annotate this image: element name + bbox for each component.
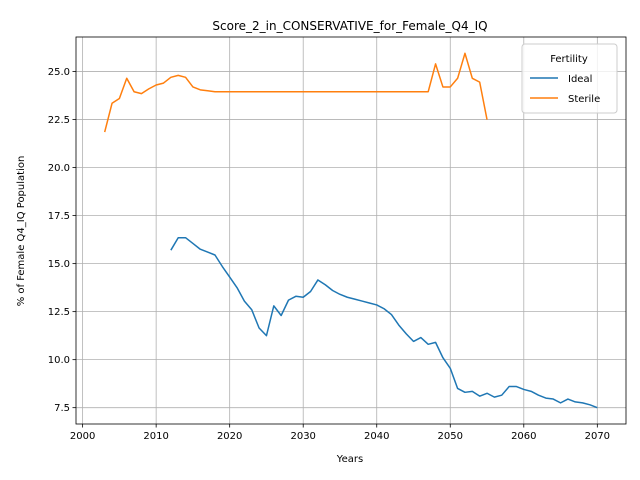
grid: [76, 37, 626, 424]
plot-area-frame: [75, 36, 627, 425]
y-tick-label: 20.0: [48, 163, 70, 174]
x-tick-label: 2040: [364, 431, 389, 442]
x-tick-label: 2050: [438, 431, 463, 442]
legend-label-sterile: Sterile: [568, 94, 600, 105]
legend-box: [521, 43, 618, 114]
series-lines: [103, 52, 598, 409]
y-axis-ticks: 7.5 10.0 12.5 15.0 17.5 20.0 22.5 25.0: [48, 67, 76, 414]
x-tick-label: 2000: [70, 431, 95, 442]
x-tick-label: 2010: [143, 431, 168, 442]
x-tick-label: 2020: [217, 431, 242, 442]
y-tick-label: 10.0: [48, 355, 70, 366]
y-tick-label: 25.0: [48, 67, 70, 78]
y-tick-label: 7.5: [54, 403, 70, 414]
x-tick-label: 2070: [585, 431, 610, 442]
series-line-ideal: [170, 236, 598, 409]
y-tick-label: 22.5: [48, 115, 70, 126]
legend-title: Fertility: [550, 54, 588, 65]
x-axis-label: Years: [336, 454, 363, 465]
chart-title: Score_2_in_CONSERVATIVE_for_Female_Q4_IQ: [212, 19, 487, 33]
legend: Fertility Ideal Sterile: [521, 43, 618, 114]
legend-label-ideal: Ideal: [568, 74, 592, 85]
x-axis-ticks: 2000 2010 2020 2030 2040 2050 2060 2070: [70, 424, 610, 442]
x-tick-label: 2060: [511, 431, 536, 442]
series-line-sterile: [103, 52, 488, 133]
y-axis-label: % of Female Q4_IQ Population: [16, 156, 27, 307]
y-tick-label: 12.5: [48, 307, 70, 318]
y-tick-label: 17.5: [48, 211, 70, 222]
x-tick-label: 2030: [290, 431, 315, 442]
y-tick-label: 15.0: [48, 259, 70, 270]
